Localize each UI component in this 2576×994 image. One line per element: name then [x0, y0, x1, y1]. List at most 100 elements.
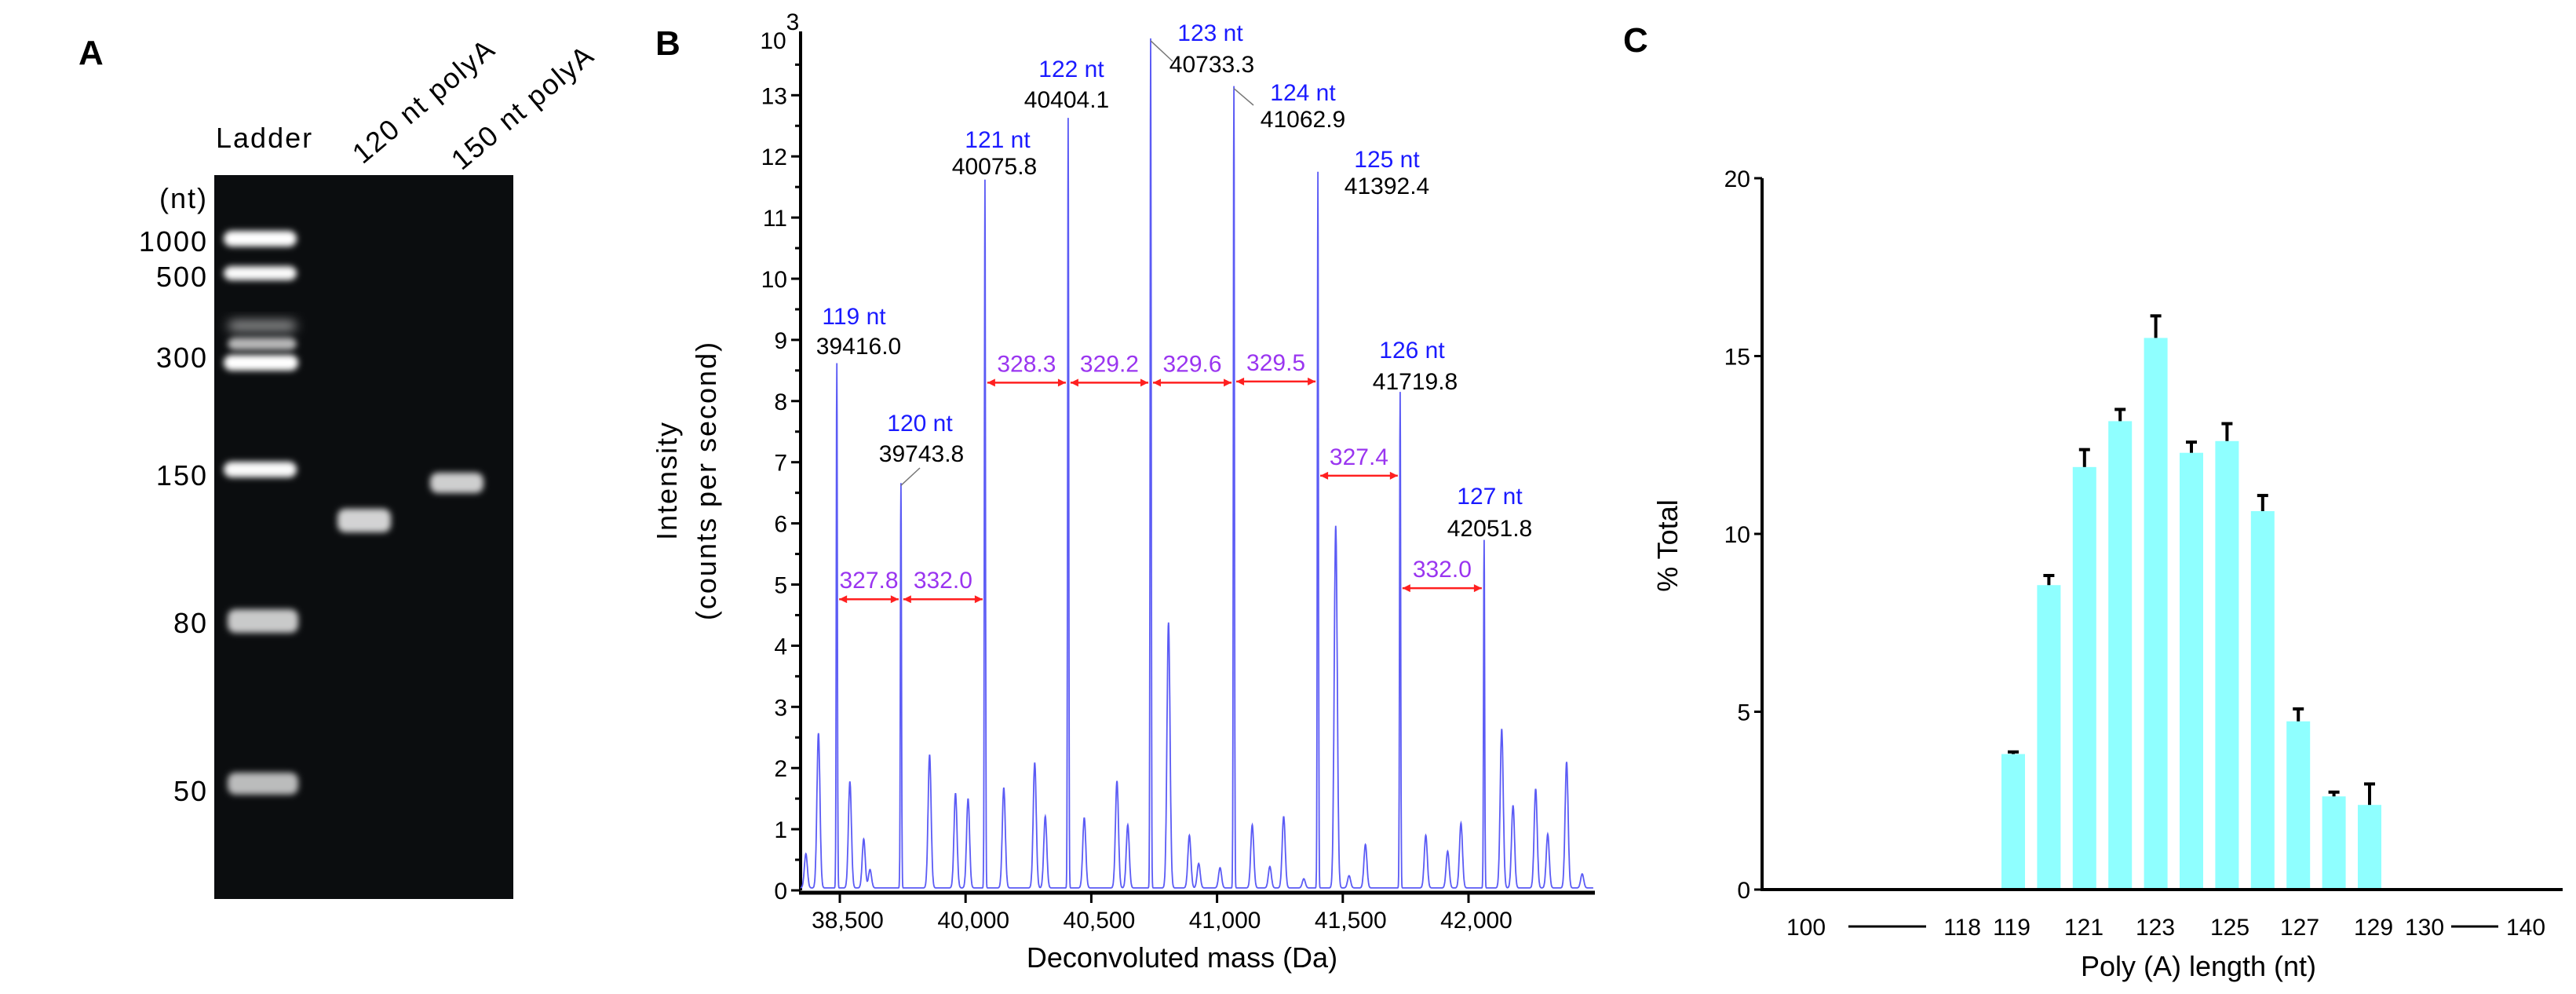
peak-mass-label: 41719.8	[1373, 369, 1458, 395]
ladder-band	[224, 462, 297, 477]
panel-label-b: B	[655, 24, 680, 63]
x-tick-label: 125	[2210, 915, 2249, 941]
leader-line	[900, 467, 921, 486]
peak-nt-label: 125 nt	[1354, 147, 1420, 173]
peak-nt-label: 126 nt	[1379, 338, 1445, 364]
band-150nt-polya	[430, 473, 483, 493]
x-axis-title: Poly (A) length (nt)	[2081, 950, 2316, 982]
y-tick-label: 8	[774, 389, 787, 415]
x-tick-label: 119	[1993, 915, 2031, 941]
peak-nt-label: 124 nt	[1270, 80, 1336, 106]
leader-line	[1233, 88, 1254, 106]
panel-label-c: C	[1623, 21, 1648, 60]
peak-mass-label: 39416.0	[816, 334, 901, 360]
ladder-band	[228, 773, 298, 795]
ladder-band	[228, 609, 298, 633]
y-tick-label: 5	[774, 573, 787, 599]
bar-128	[2322, 796, 2346, 890]
y-tick-label: 7	[774, 451, 787, 477]
panel-label-a: A	[78, 34, 104, 72]
y-tick-label: 10	[761, 267, 787, 293]
spacing-label: 329.2	[1080, 351, 1139, 377]
spacing-label: 327.8	[839, 568, 898, 594]
x-tick-label: 40,500	[1064, 908, 1136, 934]
leader-line	[1150, 40, 1173, 62]
y-tick-label: 2	[774, 756, 787, 782]
y-axis-title-line1: Intensity	[651, 421, 683, 540]
bar-124	[2180, 452, 2203, 890]
peak-nt-label: 127 nt	[1457, 484, 1523, 510]
y-tick-label: 11	[763, 206, 787, 232]
x-tick-label: 127	[2280, 915, 2319, 941]
x-tick-label: 118	[1943, 915, 1981, 941]
size-marker-1000: 1000	[139, 225, 208, 258]
size-unit-label: (nt)	[159, 182, 208, 214]
peak-nt-label: 121 nt	[965, 127, 1031, 153]
panel-a: A Ladder 120 nt polyA 150 nt polyA (nt) …	[78, 32, 600, 899]
bar-123	[2144, 338, 2168, 890]
y-axis-title-line2: (counts per second)	[690, 341, 722, 620]
x-tick-label: 40,000	[937, 908, 1009, 934]
spacing-label: 332.0	[1413, 557, 1472, 583]
peak-mass-label: 41392.4	[1345, 174, 1429, 199]
peak-nt-label: 122 nt	[1038, 57, 1104, 82]
y-tick-label: 0	[1737, 878, 1750, 904]
bar-120	[2037, 585, 2061, 890]
x-axis-title: Deconvoluted mass (Da)	[1027, 941, 1337, 974]
size-marker-80: 80	[173, 607, 208, 639]
bar-126	[2250, 511, 2275, 890]
y-tick-label: 6	[774, 512, 787, 538]
y-tick-label: 5	[1737, 700, 1750, 726]
peak-nt-label: 120 nt	[887, 411, 953, 437]
ladder-band	[224, 231, 297, 247]
ladder-band	[228, 320, 297, 331]
peak-mass-label: 42051.8	[1447, 516, 1532, 542]
bar-119	[2001, 754, 2025, 890]
spacing-label: 329.6	[1163, 351, 1222, 377]
peak-mass-label: 40075.8	[952, 154, 1037, 180]
bar-121	[2072, 466, 2096, 890]
y-tick-label: 10	[1724, 522, 1750, 548]
spacing-label: 329.5	[1246, 350, 1305, 376]
y-tick-label: 13	[761, 83, 787, 109]
band-120nt-polya	[338, 509, 391, 532]
size-marker-150: 150	[156, 459, 208, 492]
y-tick-label: 20	[1724, 166, 1750, 192]
x-tick-label: 130	[2405, 915, 2444, 941]
y-tick-label: 3	[774, 695, 787, 721]
ladder-band	[224, 266, 297, 280]
spacing-label: 332.0	[914, 568, 972, 594]
y-tick-label: 4	[774, 634, 787, 660]
y-tick-label: 12	[761, 144, 787, 170]
x-tick-label: 100	[1786, 915, 1826, 941]
y-axis-title: % Total	[1651, 499, 1684, 591]
bar-125	[2215, 440, 2239, 890]
bar-122	[2108, 421, 2133, 890]
size-marker-50: 50	[173, 775, 208, 807]
x-tick-label: 41,500	[1315, 908, 1387, 934]
bar-127	[2286, 721, 2311, 890]
y-tick-label: 9	[774, 328, 787, 354]
spectrum-line	[800, 38, 1593, 889]
x-tick-label: 121	[2064, 915, 2103, 941]
ladder-band	[224, 355, 298, 371]
y-tick-label: 15	[1724, 345, 1750, 371]
peak-mass-label: 39743.8	[879, 441, 964, 467]
peak-mass-label: 40733.3	[1169, 52, 1254, 78]
bar-129	[2358, 805, 2381, 890]
x-tick-label: 129	[2354, 915, 2393, 941]
y-tick-label: 1	[774, 817, 787, 843]
peak-mass-label: 40404.1	[1024, 87, 1109, 113]
y-multiplier-base: 10	[760, 28, 786, 54]
x-tick-label: 140	[2506, 915, 2545, 941]
peak-nt-label: 119 nt	[822, 304, 886, 330]
x-tick-label: 41,000	[1189, 908, 1261, 934]
panel-c: C 0 5 10 15 20 100 118 119 121 123 125 127 129 130 140…	[1623, 21, 2563, 982]
ladder-band	[228, 338, 297, 350]
peak-nt-label: 123 nt	[1177, 20, 1243, 46]
size-marker-300: 300	[156, 342, 208, 374]
peak-mass-label: 41062.9	[1261, 107, 1345, 133]
